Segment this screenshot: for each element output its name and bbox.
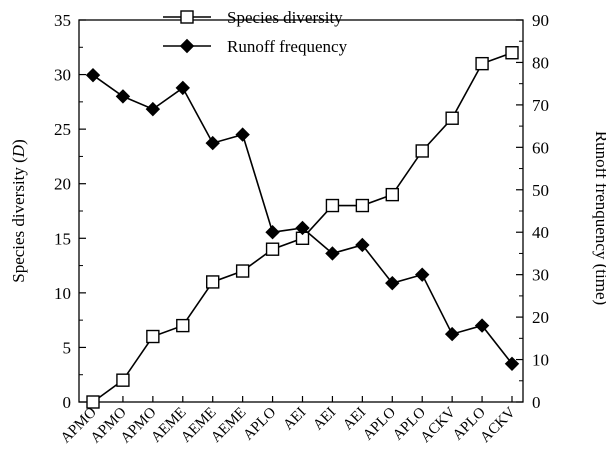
right-tick-label: 20 [532,308,549,327]
left-tick-label: 20 [54,175,71,194]
runoff-frequency-point [115,89,131,104]
runoff-frequency-point [385,275,400,291]
runoff-frequency-point [444,326,460,342]
right-tick-label: 80 [532,53,549,72]
left-tick-label: 15 [54,229,71,248]
y-axis-left-title: Species diversity (D) [9,139,28,283]
x-tick-label: AEI [280,405,309,434]
runoff-frequency-point [235,127,250,142]
right-tick-label: 30 [532,266,549,285]
runoff-frequency-point [415,267,430,282]
left-tick-label: 35 [54,11,71,30]
species-diversity-point [116,373,130,387]
runoff-frequency-point [504,356,520,372]
runoff-frequency-point [295,220,310,236]
species-diversity-point [475,56,489,71]
right-tick-label: 60 [532,138,549,157]
species-diversity-point [146,329,160,344]
species-diversity-point [445,111,459,125]
species-diversity-point [176,318,190,333]
legend-species-diversity-marker [180,10,194,24]
runoff-frequency-point [145,101,161,117]
legend-runoff-frequency-marker [179,38,195,54]
left-tick-label: 25 [54,120,71,139]
right-tick-label: 70 [532,96,549,115]
species-diversity-point [235,264,250,278]
left-axis-ticks: 0 5 10 15 20 25 30 35 [54,11,86,412]
species-diversity-point [206,275,220,289]
runoff-frequency-point [205,135,220,151]
species-diversity-point [385,187,399,202]
left-tick-label: 0 [63,393,72,412]
species-diversity-point [415,144,429,158]
x-tick-label: APLO [240,404,279,443]
left-tick-label: 10 [54,284,71,303]
series-layer [85,46,520,409]
plot-frame [78,19,524,403]
right-tick-label: 40 [532,223,549,242]
species-diversity-point [505,46,519,60]
plot-area-border [78,19,524,403]
right-axis-ticks: 0 10 20 30 40 50 60 70 80 90 [516,11,549,412]
x-tick-label: APLO [360,404,399,443]
runoff-frequency-point [265,225,280,240]
right-tick-label: 10 [532,351,549,370]
legend-species-diversity-label: Species diversity [227,8,343,27]
species-diversity-point [86,395,100,409]
runoff-frequency-point [175,80,190,96]
right-tick-label: 0 [532,393,541,412]
species-diversity-point [265,242,280,256]
y-axis-right-title: Runoff frenquency (time) [592,131,606,305]
runoff-frequency-point [325,246,340,261]
x-tick-label: AEI [310,405,339,434]
left-tick-label: 30 [54,66,71,85]
right-tick-label: 90 [532,11,549,30]
runoff-frequency-point [85,67,101,83]
legend-runoff-frequency-label: Runoff frequency [227,37,348,56]
right-tick-label: 50 [532,181,549,200]
species-diversity-point [355,198,370,213]
runoff-frequency-point [355,237,370,253]
runoff-frequency-point [474,318,490,333]
legend: Species diversity Runoff frequency [163,8,348,56]
species-diversity-point [325,198,340,213]
left-tick-label: 5 [63,338,72,357]
